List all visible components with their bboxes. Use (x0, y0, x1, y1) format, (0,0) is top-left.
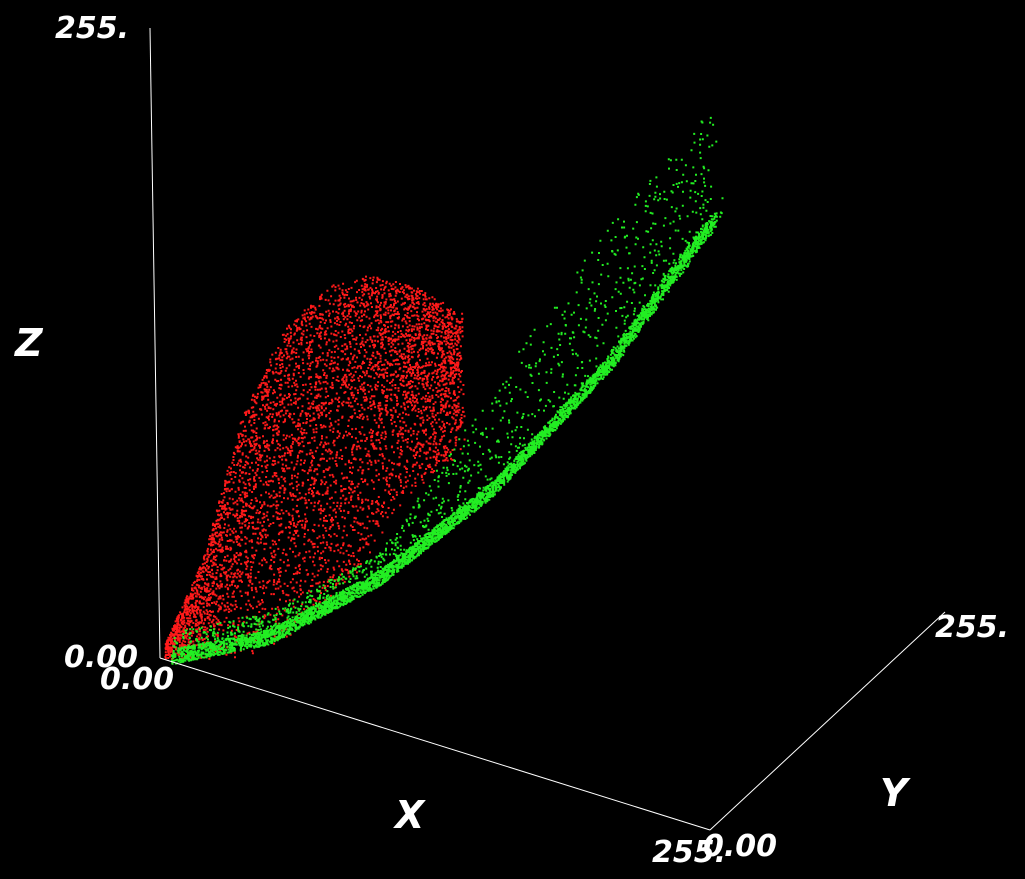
x-axis-min-label: 0.00 (100, 662, 174, 697)
z-axis-min-label: 0.00 (64, 640, 138, 675)
series-2-points (170, 116, 724, 665)
y-axis-min-label: 0.00 (703, 829, 777, 864)
z-axis-title: Z (14, 321, 44, 365)
points-layer (164, 116, 724, 665)
x-axis-max-label: 255. (652, 835, 726, 870)
x-axis-title: X (393, 793, 426, 837)
y-axis-max-label: 255. (935, 610, 1009, 645)
y-axis-title: Y (880, 771, 911, 815)
z-axis-max-label: 255. (55, 11, 129, 46)
series-2-marks (170, 116, 724, 665)
z-axis-line (149, 27, 161, 659)
series-1-marks (164, 275, 466, 660)
axes-layer (149, 27, 946, 831)
labels-layer: 255. 0.00 0.00 255. 0.00 255. Z X Y (14, 11, 1009, 870)
series-1-points (164, 275, 466, 660)
y-axis-line (709, 611, 946, 831)
x-axis-line (159, 657, 711, 831)
